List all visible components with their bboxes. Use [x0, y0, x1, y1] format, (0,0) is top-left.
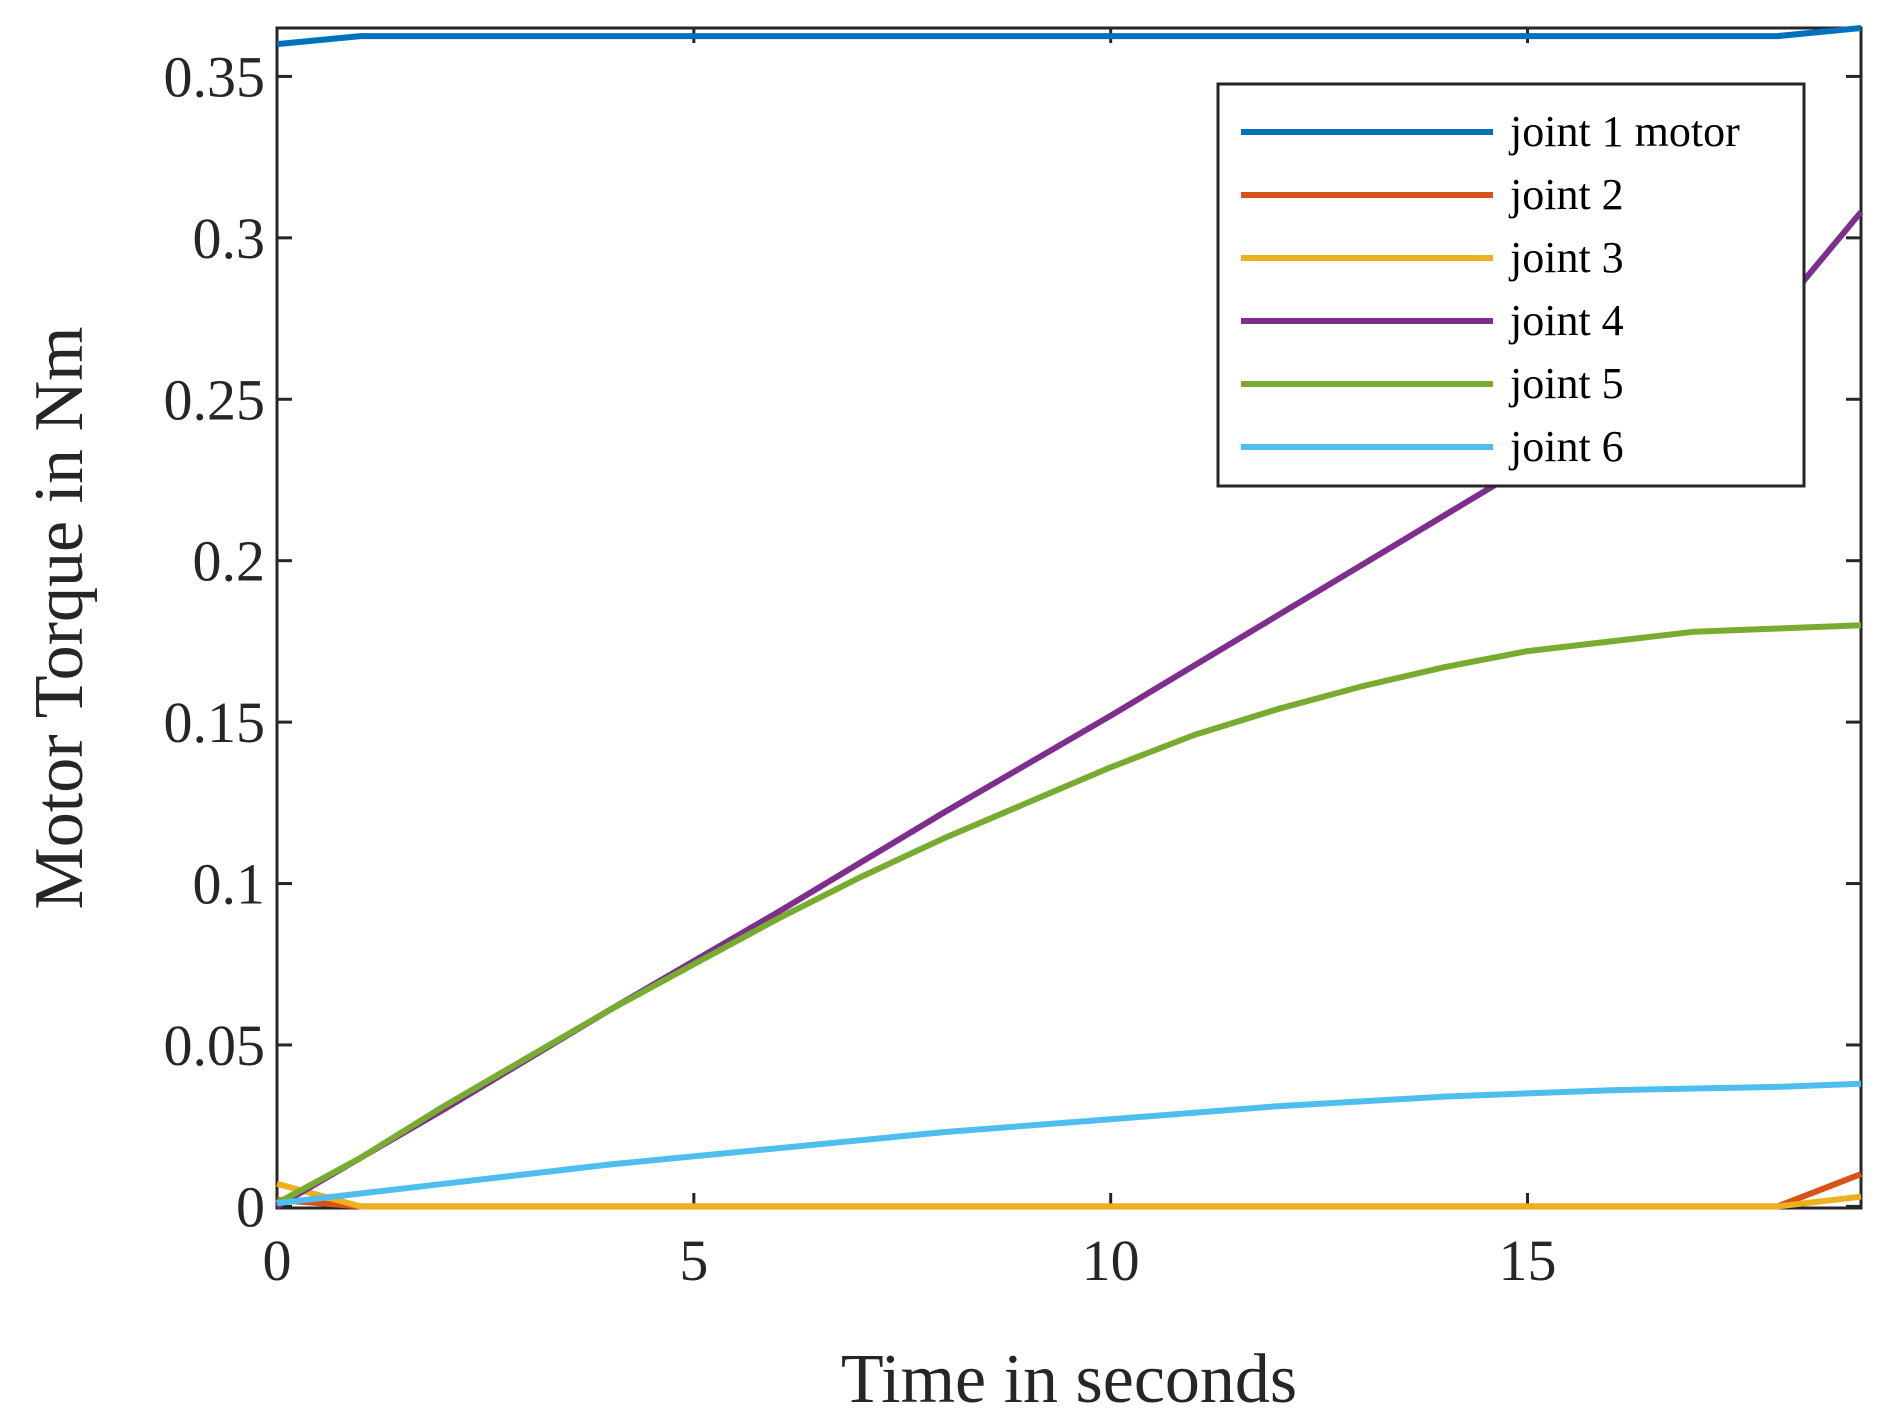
y-tick-label: 0.25 — [164, 367, 266, 432]
series-line-6 — [276, 1080, 1862, 1207]
legend-label-3: joint 3 — [1508, 233, 1624, 282]
legend-label-1: joint 1 motor — [1508, 107, 1740, 156]
x-tick-label: 5 — [679, 1228, 708, 1293]
y-axis-title: Motor Torque in Nm — [21, 327, 98, 910]
y-tick-label: 0.3 — [193, 206, 266, 271]
x-tick-labels: 0 5 10 15 — [263, 1228, 1557, 1293]
y-tick-label: 0 — [236, 1174, 265, 1239]
series-line-5 — [275, 622, 1862, 1206]
legend-label-2: joint 2 — [1508, 170, 1624, 219]
x-axis-title: Time in seconds — [841, 1341, 1297, 1417]
y-tick-label: 0.35 — [164, 44, 266, 109]
series-line-1 — [276, 25, 1862, 48]
x-tick-label: 15 — [1499, 1228, 1557, 1293]
legend-label-4: joint 4 — [1508, 296, 1624, 345]
x-tick-label: 10 — [1082, 1228, 1140, 1293]
y-tick-label: 0.2 — [193, 529, 266, 594]
legend: joint 1 motor joint 2 joint 3 joint 4 joint … — [1216, 82, 1806, 488]
y-tick-label: 0.1 — [193, 852, 266, 917]
y-tick-label: 0.05 — [164, 1013, 266, 1078]
y-tick-label: 0.15 — [164, 690, 266, 755]
series-line-3 — [276, 1180, 1862, 1210]
x-tick-label: 0 — [263, 1228, 292, 1293]
legend-label-5: joint 5 — [1508, 359, 1624, 408]
legend-box — [1216, 82, 1806, 488]
y-tick-labels: 0 0.05 0.1 0.15 0.2 0.25 0.3 0.35 — [164, 44, 266, 1239]
legend-label-6: joint 6 — [1508, 422, 1624, 471]
